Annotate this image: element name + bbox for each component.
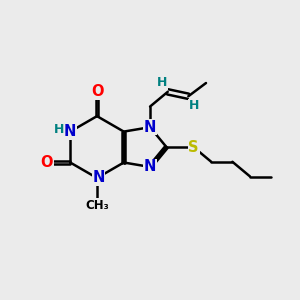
Text: N: N (144, 159, 156, 174)
Text: N: N (92, 170, 105, 185)
Text: CH₃: CH₃ (85, 199, 109, 212)
Text: O: O (91, 85, 103, 100)
Text: N: N (144, 120, 156, 135)
Text: H: H (54, 123, 64, 136)
Text: S: S (188, 140, 199, 154)
Text: H: H (188, 99, 199, 112)
Text: O: O (40, 155, 53, 170)
Text: N: N (64, 124, 76, 139)
Text: H: H (157, 76, 168, 89)
